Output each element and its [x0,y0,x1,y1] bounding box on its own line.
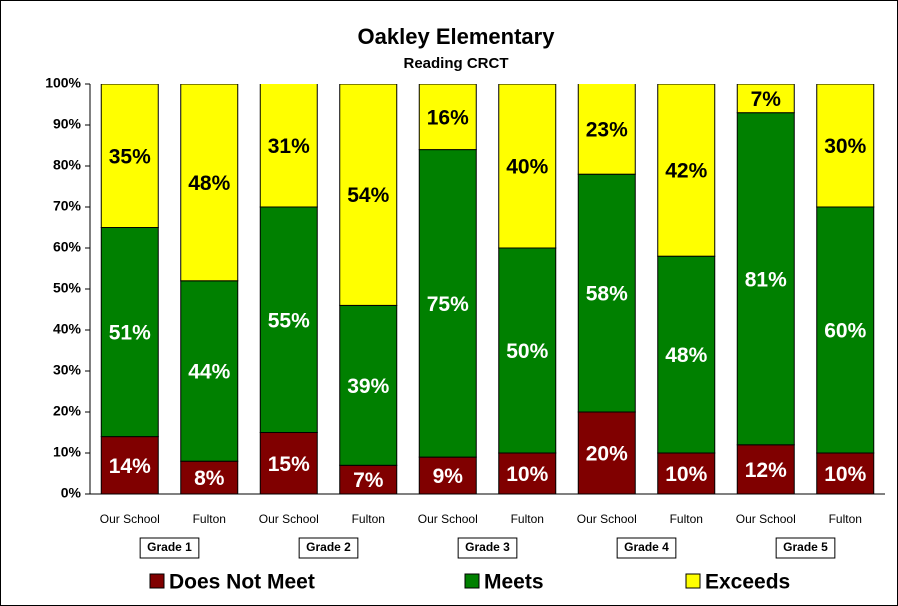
data-label: 48% [665,344,707,367]
data-label: 60% [824,320,866,343]
bar-segment [180,84,239,282]
chart-title: Oakley Elementary [358,24,556,49]
x-tick-label: Fulton [511,512,544,526]
data-label: 48% [188,172,230,195]
group-box [457,537,518,559]
y-tick-label: 80% [53,157,82,173]
y-tick-label: 90% [53,116,82,132]
x-tick-label: Fulton [670,512,703,526]
y-tick-label: 70% [53,198,82,214]
bar-segment [816,84,875,208]
y-tick-label: 40% [53,321,82,337]
data-label: 50% [506,340,548,363]
group-box [139,537,200,559]
data-label: 10% [506,463,548,486]
legend-label: Does Not Meet [169,571,315,594]
data-label: 55% [268,309,310,332]
group-box [775,537,836,559]
bar-segment [259,206,318,433]
bar-segment [100,227,159,438]
legend-swatch [464,573,480,589]
bar-segment [418,456,477,494]
data-label: 31% [268,135,310,158]
group-label: Grade 4 [624,540,669,554]
data-label: 23% [586,119,628,142]
data-label: 30% [824,135,866,158]
x-tick-label: Fulton [829,512,862,526]
bar-segment [418,149,477,458]
legend-swatch [685,573,701,589]
bar-segment [736,112,795,446]
bar-segment [816,206,875,454]
data-label: 44% [188,361,230,384]
data-label: 54% [347,184,389,207]
data-label: 58% [586,283,628,306]
y-tick-label: 30% [53,362,82,378]
data-label: 51% [109,322,151,345]
y-tick-label: 50% [53,280,82,296]
x-tick-label: Fulton [193,512,226,526]
group-label: Grade 3 [465,540,510,554]
bar-segment [736,444,795,494]
y-tick-label: 60% [53,239,82,255]
y-tick-label: 100% [45,75,81,91]
bar-segment [657,84,716,257]
data-label: 42% [665,160,707,183]
bar-segment [736,84,795,114]
data-label: 16% [427,106,469,129]
data-label: 7% [751,88,782,111]
data-label: 20% [586,443,628,466]
bar-segment [418,84,477,151]
x-tick-label: Our School [736,512,796,526]
bar-segment [180,460,239,494]
bar-segment [259,432,318,494]
x-tick-label: Our School [100,512,160,526]
data-label: 8% [194,467,225,490]
data-label: 35% [109,145,151,168]
bar-segment [657,255,716,454]
bar-segment [259,84,318,208]
plot-area [100,84,875,494]
bar-segment [816,452,875,494]
bar-segment [339,304,398,466]
data-label: 81% [745,268,787,291]
group-label: Grade 5 [783,540,828,554]
bar-segment [100,84,159,228]
chart-subtitle: Reading CRCT [404,55,509,72]
data-label: 10% [665,463,707,486]
data-label: 10% [824,463,866,486]
data-label: 15% [268,453,310,476]
data-label: 12% [745,459,787,482]
data-label: 9% [433,465,464,488]
group-box [298,537,359,559]
group-label: Grade 1 [147,540,192,554]
data-label: 39% [347,375,389,398]
data-label: 7% [353,469,384,492]
bar-segment [498,247,557,454]
x-tick-label: Our School [418,512,478,526]
y-tick-label: 20% [53,403,82,419]
group-label: Grade 2 [306,540,351,554]
bar-segment [100,436,159,494]
data-label: 75% [427,293,469,316]
y-tick-label: 0% [61,485,82,501]
legend-label: Meets [484,571,544,594]
x-tick-label: Fulton [352,512,385,526]
group-box [616,537,677,559]
data-label: 14% [109,455,151,478]
bar-segment [339,84,398,306]
data-label: 40% [506,156,548,179]
bar-segment [577,173,636,413]
x-tick-label: Our School [577,512,637,526]
y-tick-label: 10% [53,444,82,460]
bar-segment [577,84,636,175]
legend-label: Exceeds [705,571,790,594]
legend-swatch [149,573,165,589]
bar-segment [577,411,636,494]
x-tick-label: Our School [259,512,319,526]
bar-segment [498,84,557,249]
